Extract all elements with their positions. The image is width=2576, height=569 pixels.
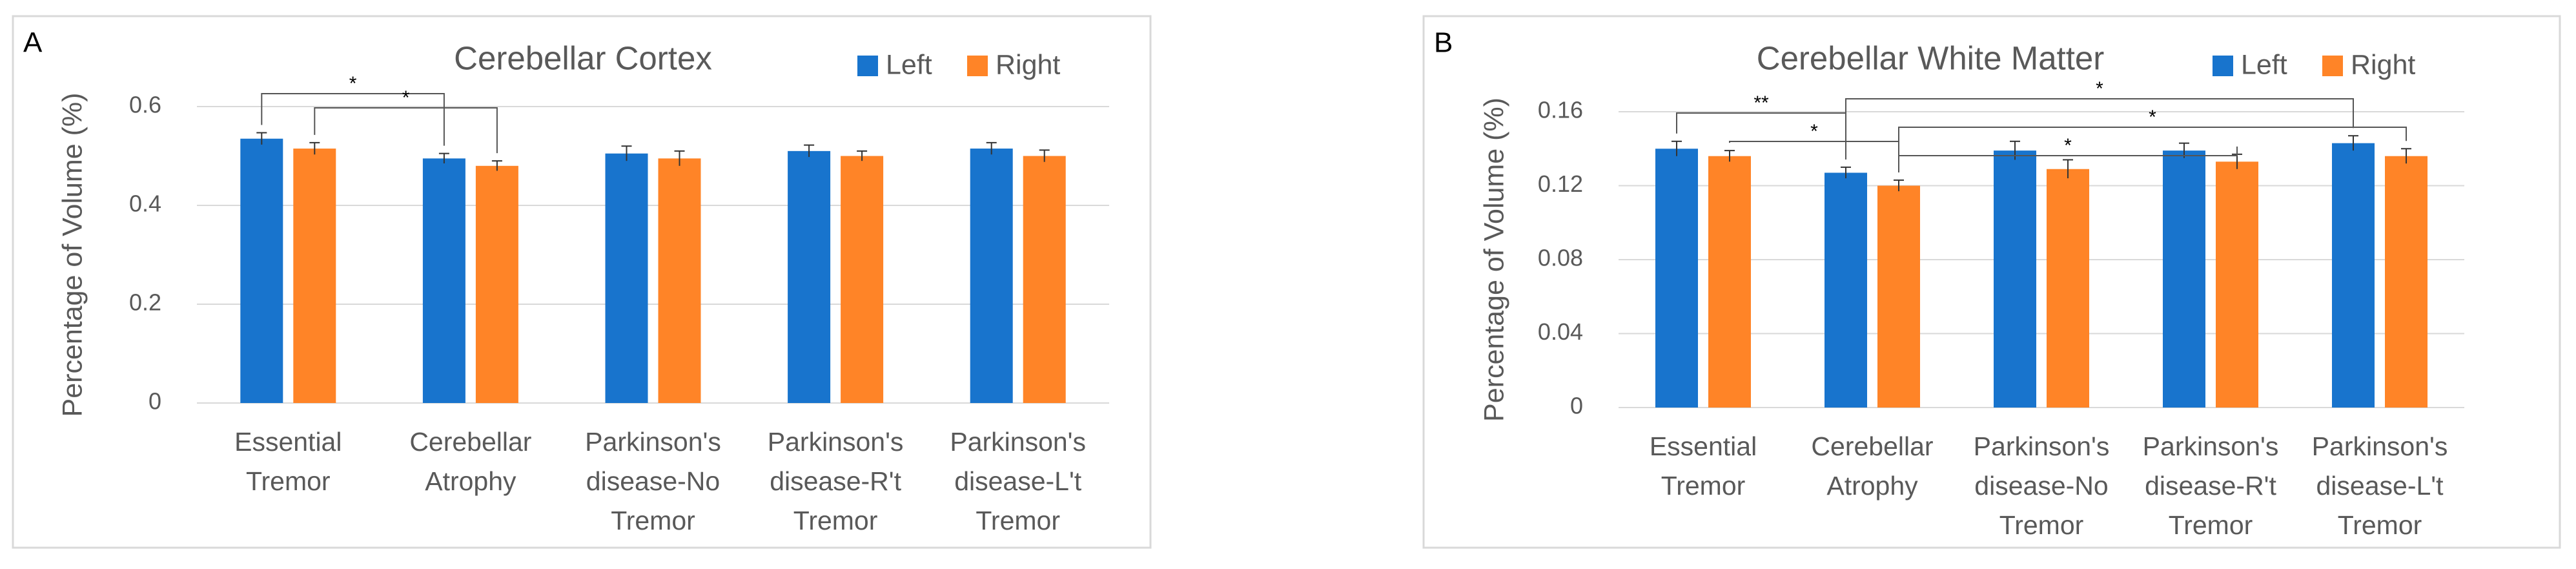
bar xyxy=(1655,149,1698,408)
legend-label: Right xyxy=(2351,49,2415,80)
bar xyxy=(2332,143,2375,408)
bar xyxy=(1825,172,1867,408)
y-axis-label: Percentage of Volume (%) xyxy=(1478,98,1509,422)
significance-bracket xyxy=(1898,146,2238,172)
x-tick-label: Atrophy xyxy=(425,466,516,496)
significance-label: * xyxy=(2096,78,2103,99)
significance-label: * xyxy=(402,87,410,109)
significance-label: * xyxy=(349,73,357,94)
significance-bracket xyxy=(1676,112,1846,160)
bar xyxy=(605,153,648,404)
bar xyxy=(293,149,336,403)
x-tick-label: disease-R't xyxy=(2145,471,2276,501)
y-tick-label: 0.04 xyxy=(1538,318,1583,345)
x-tick-label: disease-No xyxy=(1974,471,2108,501)
significance-label: ** xyxy=(1753,92,1769,114)
y-tick-label: 0.16 xyxy=(1538,97,1583,123)
legend-swatch xyxy=(967,56,988,76)
y-tick-label: 0 xyxy=(1570,393,1583,419)
bar xyxy=(2385,156,2428,408)
y-tick-label: 0.08 xyxy=(1538,245,1583,271)
bar xyxy=(1877,185,1920,408)
x-tick-label: Cerebellar xyxy=(409,427,531,457)
x-tick-label: Tremor xyxy=(976,506,1060,535)
x-tick-label: disease-R't xyxy=(770,466,901,496)
x-tick-label: Tremor xyxy=(1661,471,1746,501)
bar xyxy=(658,158,701,403)
y-axis-label: Percentage of Volume (%) xyxy=(57,93,88,417)
significance-label: * xyxy=(2064,135,2072,156)
y-tick-label: 0.6 xyxy=(129,92,161,118)
significance-bracket xyxy=(1898,127,2407,172)
x-tick-label: Parkinson's xyxy=(768,427,904,457)
significance-bracket xyxy=(314,107,498,154)
legend-label: Left xyxy=(2241,49,2287,80)
x-tick-label: Parkinson's xyxy=(950,427,1086,457)
x-tick-label: Essential xyxy=(1650,431,1757,461)
bar xyxy=(1708,156,1751,408)
x-tick-label: Parkinson's xyxy=(2143,431,2279,461)
x-tick-label: Tremor xyxy=(611,506,695,535)
bar xyxy=(788,150,831,403)
x-tick-label: disease-L't xyxy=(2316,471,2444,501)
x-tick-label: Parkinson's xyxy=(1974,431,2110,461)
bar xyxy=(970,149,1013,403)
legend-swatch xyxy=(2213,56,2233,76)
x-tick-label: Parkinson's xyxy=(2312,431,2448,461)
bar xyxy=(240,138,283,403)
x-tick-label: Tremor xyxy=(793,506,878,535)
x-tick-label: disease-No xyxy=(586,466,720,496)
significance-bracket xyxy=(1729,141,1899,172)
panel-label: B xyxy=(1434,27,1453,59)
legend-swatch xyxy=(857,56,878,76)
chart-title: Cerebellar Cortex xyxy=(454,39,712,76)
panel-frame xyxy=(12,15,1152,549)
chart-title: Cerebellar White Matter xyxy=(1757,39,2105,76)
x-tick-label: Tremor xyxy=(246,466,331,496)
significance-label: * xyxy=(1810,121,1818,142)
bar xyxy=(422,158,465,403)
significance-label: * xyxy=(2149,107,2156,128)
x-tick-label: Parkinson's xyxy=(585,427,721,457)
x-tick-label: Essential xyxy=(234,427,342,457)
panel-frame xyxy=(1422,15,2561,549)
x-tick-label: Tremor xyxy=(2169,510,2253,540)
bar xyxy=(475,165,518,403)
bar xyxy=(841,156,884,403)
significance-bracket xyxy=(261,93,445,146)
bar xyxy=(2047,169,2089,408)
x-tick-label: disease-L't xyxy=(954,466,1082,496)
y-tick-label: 0 xyxy=(148,388,161,415)
x-tick-label: Atrophy xyxy=(1826,471,1918,501)
legend-label: Right xyxy=(996,49,1060,80)
y-tick-label: 0.2 xyxy=(129,289,161,316)
x-tick-label: Tremor xyxy=(1999,510,2084,540)
y-tick-label: 0.4 xyxy=(129,191,161,217)
bar xyxy=(1994,150,2036,408)
y-tick-label: 0.12 xyxy=(1538,171,1583,197)
bar xyxy=(2163,150,2205,408)
panel-label: A xyxy=(23,27,43,59)
x-tick-label: Cerebellar xyxy=(1811,431,1933,461)
bar xyxy=(2216,161,2258,408)
x-tick-label: Tremor xyxy=(2338,510,2422,540)
legend-swatch xyxy=(2322,56,2343,76)
bar xyxy=(1023,156,1066,403)
legend-label: Left xyxy=(886,49,932,80)
significance-bracket xyxy=(1845,98,2354,160)
